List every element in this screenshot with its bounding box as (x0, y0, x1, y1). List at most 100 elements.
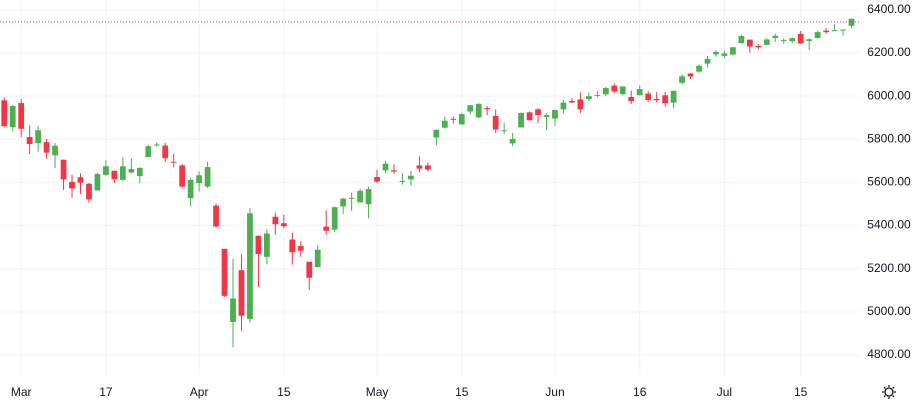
candle-body (797, 33, 804, 44)
candle-body (823, 30, 829, 33)
candle-body (687, 73, 694, 77)
candle-body (153, 144, 160, 146)
y-tick-label: 4800.00 (867, 347, 911, 361)
x-tick-label: Jun (545, 385, 564, 399)
candle-body (213, 205, 219, 227)
y-tick-label: 6000.00 (867, 88, 911, 102)
candle-body (670, 90, 677, 103)
candle-body (179, 165, 186, 187)
settings-button[interactable] (882, 385, 896, 399)
candle-body (128, 169, 135, 173)
x-tick-label: 17 (99, 385, 113, 399)
candle-body (408, 175, 414, 180)
x-tick-label: 15 (455, 385, 469, 399)
candle-body (526, 112, 533, 121)
axes: 4800.00 5000.00 5200.00 5400.00 5600.00 5800.… (11, 2, 911, 399)
candle-body (111, 170, 118, 180)
grid (0, 0, 860, 375)
candle-body (340, 198, 347, 207)
candle-body (272, 216, 279, 225)
y-tick-label: 6200.00 (867, 45, 911, 59)
candle-body (704, 58, 711, 64)
x-tick-label: 15 (277, 385, 291, 399)
candle-body (848, 18, 855, 26)
candle-body (645, 93, 652, 101)
candle-body (289, 239, 296, 253)
x-tick-label: 15 (794, 385, 808, 399)
candle-body (569, 100, 575, 103)
candle-body (458, 114, 465, 125)
candle-body (382, 163, 389, 171)
candle-body (543, 115, 550, 118)
x-tick-label: 16 (633, 385, 647, 399)
candle-body (170, 161, 177, 163)
candle-body (306, 261, 313, 278)
candle-body (679, 76, 685, 83)
candle-body (721, 53, 728, 56)
candle-body (636, 89, 643, 96)
candle-body (560, 102, 567, 110)
candle-body (35, 130, 42, 144)
candle-body (619, 86, 626, 95)
candle-body (204, 167, 211, 187)
candle-body (145, 146, 152, 157)
candle-body (738, 36, 745, 44)
candle-body (77, 177, 84, 183)
candle-body (425, 165, 431, 170)
candle-body (136, 167, 143, 176)
candle-body (746, 39, 753, 47)
candles (0, 18, 860, 348)
candle-body (43, 142, 50, 153)
x-tick-label: Jul (717, 385, 732, 399)
candle-body (755, 45, 762, 48)
candle-body (653, 98, 660, 101)
candle-body (9, 106, 16, 128)
candle-body (69, 181, 75, 189)
candle-body (94, 174, 101, 191)
candle-body (391, 170, 397, 172)
candle-body (119, 166, 126, 180)
candle-body (484, 108, 491, 110)
candle-body (348, 197, 355, 199)
candle-body (814, 32, 821, 38)
candle-body (86, 183, 92, 200)
candle-body (162, 145, 169, 159)
candle-body (662, 95, 669, 104)
candle-body (831, 30, 838, 32)
x-tick-label: Mar (11, 385, 32, 399)
candle-body (535, 109, 541, 116)
candle-body (255, 235, 262, 255)
candle-body (780, 40, 787, 42)
candle-body (187, 179, 194, 199)
candle-body (475, 103, 482, 118)
candle-body (577, 99, 584, 110)
candle-body (840, 29, 846, 31)
candle-body (1, 100, 8, 127)
candle-body (297, 246, 304, 251)
candle-body (585, 96, 592, 99)
candle-body (416, 165, 423, 169)
candle-body (52, 145, 58, 156)
candle-body (314, 249, 321, 268)
x-tick-label: Apr (190, 385, 209, 399)
candle-body (806, 39, 813, 41)
candle-body (628, 97, 635, 102)
y-tick-label: 5600.00 (867, 175, 911, 189)
candle-body (26, 136, 33, 145)
y-tick-label: 5800.00 (867, 131, 911, 145)
candle-body (501, 130, 508, 132)
candle-body (196, 175, 202, 184)
candle-body (323, 226, 330, 231)
y-tick-label: 5400.00 (867, 218, 911, 232)
candle-body (450, 118, 457, 120)
candle-body (264, 233, 270, 257)
candle-body (789, 38, 796, 42)
y-tick-label: 5200.00 (867, 261, 911, 275)
candle-body (399, 180, 406, 182)
candle-body (230, 298, 236, 322)
candle-body (763, 39, 770, 45)
candle-body (696, 65, 702, 72)
